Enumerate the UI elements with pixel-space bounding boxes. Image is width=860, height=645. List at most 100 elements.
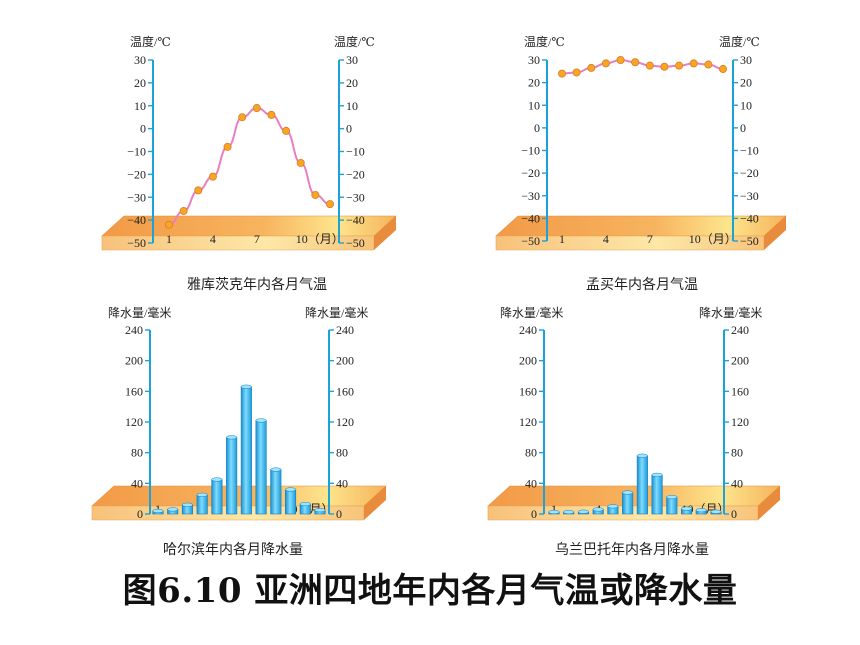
- x-tick-label: 4: [210, 232, 216, 246]
- right-tick-label: 200: [731, 354, 749, 368]
- right-tick-label: 0: [740, 121, 746, 135]
- left-tick-label: −20: [521, 166, 540, 180]
- temperature-point: [311, 190, 320, 199]
- left-tick-label: 20: [134, 76, 146, 90]
- left-tick-label: −30: [127, 190, 146, 204]
- precip-bar-cap: [577, 509, 589, 514]
- right-tick-label: −50: [346, 236, 365, 250]
- temperature-point: [267, 110, 276, 119]
- left-tick-label: −10: [127, 145, 146, 159]
- precip-bar: [651, 474, 663, 515]
- x-tick-label: 1: [551, 502, 557, 516]
- right-tick-label: 30: [740, 53, 752, 67]
- temperature-point: [208, 172, 217, 181]
- right-tick-label: 20: [740, 76, 752, 90]
- left-tick-label: 40: [525, 476, 537, 490]
- chart-caption: 雅库茨克年内各月气温: [187, 277, 327, 293]
- figure-title: 图6.10 亚洲四地年内各月气温或降水量: [122, 571, 738, 611]
- left-tick-label: −40: [127, 213, 146, 227]
- precip-bar-cap: [167, 507, 179, 512]
- left-tick-label: 200: [125, 354, 143, 368]
- precip-bar: [622, 492, 634, 515]
- x-tick-label: 7: [647, 232, 653, 246]
- right-unit-label: 降水量/毫米: [699, 305, 762, 320]
- chart-caption: 乌兰巴托年内各月降水量: [555, 542, 709, 558]
- right-tick-label: 10: [346, 99, 358, 113]
- left-tick-label: 30: [528, 53, 540, 67]
- chart-panel-2: 30 30 20 20 10 10 0 0 −10 −10 −20 −20 −30 −30 −40 −40 −5…: [495, 34, 787, 293]
- left-tick-label: 120: [519, 415, 537, 429]
- left-tick-label: −40: [521, 211, 540, 225]
- precip-bar-cap: [211, 477, 223, 482]
- precip-bar-cap: [255, 418, 267, 423]
- chart-panel-4: 240 240 200 200 160 160 120 120 80 80 40 40 0 0 降水量/毫米…: [487, 305, 781, 558]
- left-tick-label: 160: [125, 384, 143, 398]
- right-tick-label: 40: [336, 476, 348, 490]
- temperature-point: [164, 220, 173, 229]
- right-tick-label: 0: [731, 507, 737, 521]
- right-tick-label: 80: [336, 446, 348, 460]
- left-tick-label: 120: [125, 415, 143, 429]
- precip-bar: [636, 455, 648, 515]
- left-tick-label: −30: [521, 189, 540, 203]
- right-tick-label: −10: [740, 144, 759, 158]
- temperature-point: [616, 56, 625, 65]
- left-tick-label: 0: [140, 122, 146, 136]
- precip-bar: [270, 469, 282, 515]
- chart-panel-3: 240 240 200 200 160 160 120 120 80 80 40 40 0 0 降水量/毫米…: [91, 305, 387, 558]
- right-tick-label: 200: [336, 354, 354, 368]
- temperature-point: [558, 69, 567, 78]
- temperature-point: [194, 186, 203, 195]
- right-tick-label: 20: [346, 76, 358, 90]
- left-tick-label: 30: [134, 53, 146, 67]
- chart-caption: 孟买年内各月气温: [586, 277, 698, 293]
- right-tick-label: 120: [731, 415, 749, 429]
- right-tick-label: 10: [740, 98, 752, 112]
- precip-bar-cap: [226, 435, 238, 440]
- left-unit-label: 温度/℃: [524, 34, 565, 49]
- temperature-point: [719, 65, 728, 74]
- temperature-point: [631, 58, 640, 67]
- right-tick-label: −30: [346, 190, 365, 204]
- precip-bar-cap: [592, 507, 604, 512]
- left-unit-label: 降水量/毫米: [108, 305, 171, 320]
- precip-bar: [255, 420, 267, 515]
- temperature-point: [660, 62, 669, 71]
- left-tick-label: −50: [127, 236, 146, 250]
- precip-bar-cap: [563, 509, 575, 515]
- temperature-point: [179, 206, 188, 215]
- right-tick-label: 240: [336, 323, 354, 337]
- left-tick-label: 240: [125, 323, 143, 337]
- chart-caption: 哈尔滨年内各月降水量: [163, 542, 303, 558]
- right-unit-label: 温度/℃: [719, 34, 760, 49]
- right-tick-label: 80: [731, 446, 743, 460]
- precip-bar-cap: [314, 508, 326, 513]
- temperature-point: [223, 142, 232, 151]
- precip-bar-cap: [548, 509, 560, 515]
- left-tick-label: 0: [137, 507, 143, 521]
- precip-bar-cap: [152, 508, 164, 513]
- right-tick-label: 240: [731, 323, 749, 337]
- chart-panel-1: 30 30 20 20 10 10 0 0 −10 −10 −20 −20 −30 −30 −40 −40 −5…: [101, 34, 397, 293]
- precip-bar-cap: [666, 495, 678, 500]
- precip-bar-cap: [710, 509, 722, 514]
- precip-bar-cap: [651, 472, 663, 477]
- left-tick-label: 0: [531, 507, 537, 521]
- precip-bar-cap: [240, 384, 252, 389]
- x-tick-label: 4: [603, 232, 609, 246]
- platform-side: [364, 486, 386, 520]
- temperature-line: [561, 58, 724, 75]
- precip-bar-cap: [622, 490, 634, 495]
- right-unit-label: 降水量/毫米: [305, 305, 368, 320]
- left-tick-label: 0: [534, 121, 540, 135]
- precip-bar: [196, 494, 208, 515]
- precip-bar-cap: [181, 502, 193, 507]
- right-tick-label: 160: [731, 384, 749, 398]
- left-tick-label: 200: [519, 354, 537, 368]
- precip-bar: [240, 386, 252, 515]
- temperature-point: [704, 60, 713, 69]
- temperature-line: [168, 107, 331, 226]
- platform-side: [764, 216, 786, 250]
- temperature-point: [572, 68, 581, 77]
